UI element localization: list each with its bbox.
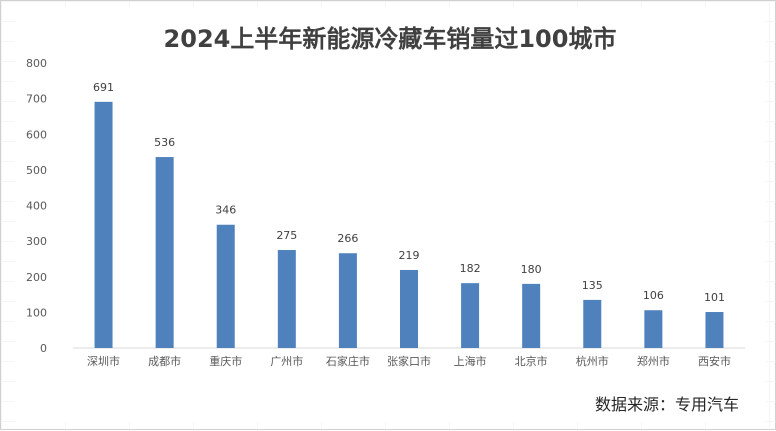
- bar[interactable]: [705, 312, 724, 348]
- category-label: 石家庄市: [326, 354, 370, 368]
- chart-title: 2024上半年新能源冷藏车销量过100城市: [164, 25, 617, 53]
- y-tick-label: 200: [26, 271, 47, 284]
- bar[interactable]: [155, 157, 174, 348]
- y-tick-label: 300: [26, 235, 47, 248]
- y-tick-label: 0: [40, 342, 47, 355]
- value-labels-group: 691 536 346 275 266 219 182 180 135 106 101: [93, 81, 725, 304]
- bar-value-label: 275: [276, 229, 297, 242]
- bar-value-label: 691: [93, 81, 114, 94]
- y-axis: 0 100 200 300 400 500 600 700 800: [26, 57, 47, 355]
- category-label: 郑州市: [637, 354, 670, 368]
- bar[interactable]: [277, 250, 296, 348]
- bar[interactable]: [216, 224, 235, 348]
- bar-value-label: 266: [337, 232, 358, 245]
- bar-value-label: 536: [154, 136, 175, 149]
- bar-value-label: 182: [460, 262, 481, 275]
- y-tick-label: 800: [26, 57, 47, 70]
- category-label: 张家口市: [387, 354, 431, 368]
- y-tick-label: 700: [26, 93, 47, 106]
- category-label: 成都市: [148, 354, 181, 368]
- bar-value-label: 180: [521, 263, 542, 276]
- bars-group: [94, 101, 724, 348]
- y-tick-label: 500: [26, 164, 47, 177]
- bar[interactable]: [583, 299, 602, 348]
- bar[interactable]: [400, 269, 418, 348]
- bar[interactable]: [461, 283, 480, 348]
- y-tick-label: 600: [26, 128, 47, 141]
- bar-value-label: 106: [643, 289, 664, 302]
- category-labels-group: 深圳市 成都市 重庆市 广州市 石家庄市 张家口市 上海市 北京市 杭州市 郑州市 西安市: [87, 354, 731, 368]
- category-label: 广州市: [270, 354, 303, 368]
- category-label: 西安市: [698, 354, 731, 368]
- y-tick-label: 400: [26, 200, 47, 213]
- bar[interactable]: [338, 253, 357, 348]
- category-label: 杭州市: [576, 354, 609, 368]
- category-label: 北京市: [515, 354, 548, 368]
- bar-chart: 2024上半年新能源冷藏车销量过100城市 0 100 200 300 400 500 60…: [26, 25, 745, 368]
- category-label: 深圳市: [87, 354, 120, 368]
- bar-value-label: 219: [399, 249, 420, 262]
- bar-value-label: 346: [215, 204, 236, 217]
- source-note: 数据来源：专用汽车: [594, 395, 739, 414]
- category-label: 上海市: [454, 354, 487, 368]
- bar-value-label: 101: [704, 291, 725, 304]
- bar[interactable]: [644, 310, 663, 348]
- bar[interactable]: [522, 283, 541, 348]
- chart-area[interactable]: 2024上半年新能源冷藏车销量过100城市 0 100 200 300 400 500 60…: [15, 7, 765, 423]
- bar[interactable]: [94, 101, 113, 348]
- y-tick-label: 100: [26, 306, 47, 319]
- category-label: 重庆市: [209, 354, 242, 368]
- bar-value-label: 135: [582, 279, 603, 292]
